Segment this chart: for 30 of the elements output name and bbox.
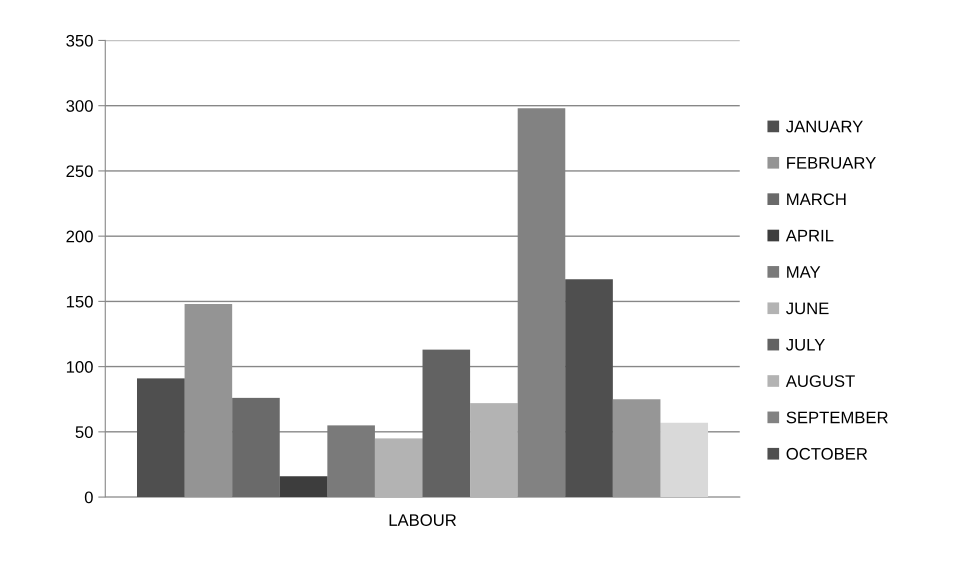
legend-label: JUNE	[786, 302, 829, 314]
legend-label: MAY	[787, 266, 820, 278]
y-tick-label: 50	[76, 426, 93, 438]
legend-label: JANUARY	[786, 120, 863, 132]
legend-label: JULY	[786, 339, 825, 351]
bar	[660, 422, 708, 498]
y-tick-label: 250	[66, 165, 93, 178]
y-tick-label: 200	[66, 230, 93, 242]
bar	[136, 378, 185, 498]
legend-label: MARCH	[787, 193, 846, 206]
y-tick-label: 100	[66, 361, 93, 373]
y-tick-label: 350	[66, 34, 93, 47]
legend-label: APRIL	[786, 230, 834, 242]
bar	[612, 399, 660, 498]
legend-label: AUGUST	[786, 375, 855, 387]
bar	[327, 425, 375, 498]
bar	[232, 398, 280, 498]
legend-label: SEPTEMBER	[786, 412, 888, 424]
bar	[280, 476, 328, 498]
bar	[422, 350, 470, 498]
legend-label: FEBRUARY	[787, 157, 876, 169]
y-tick-label: 300	[66, 100, 93, 112]
y-tick-label: 150	[66, 296, 93, 308]
bar	[374, 438, 423, 498]
x-tick-label: LABOUR	[390, 514, 456, 526]
legend-label: OCTOBER	[786, 448, 868, 460]
bar	[565, 279, 613, 498]
bar	[184, 304, 232, 498]
bar	[470, 403, 518, 498]
y-tick-label: 0	[84, 491, 93, 504]
